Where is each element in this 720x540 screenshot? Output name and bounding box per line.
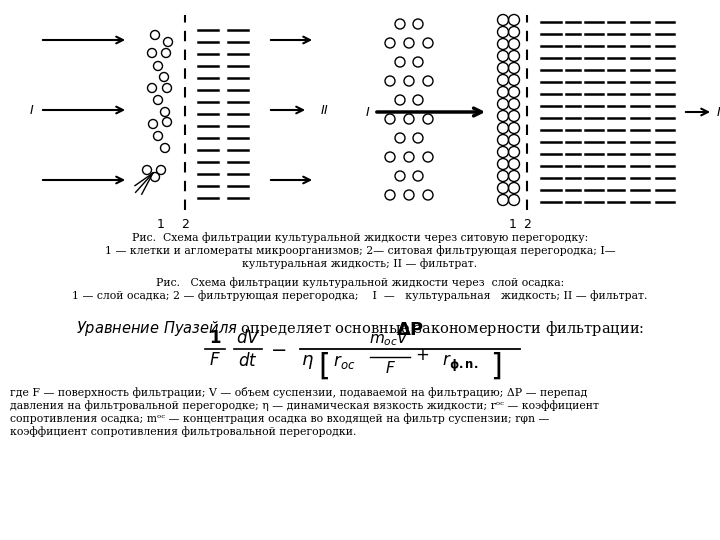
Text: $-$: $-$ xyxy=(270,340,286,358)
Text: $I$: $I$ xyxy=(29,104,34,117)
Text: $\mathbf{\mathit{r}}_{\mathbf{\phi.n.}}$: $\mathbf{\mathit{r}}_{\mathbf{\phi.n.}}$ xyxy=(442,353,478,374)
Text: $II$: $II$ xyxy=(716,105,720,118)
Text: культуральная жидкость; II — фильтрат.: культуральная жидкость; II — фильтрат. xyxy=(243,258,477,269)
Text: коэффициент сопротивления фильтровальной перегородки.: коэффициент сопротивления фильтровальной… xyxy=(10,426,356,437)
Text: давления на фильтровальной перегородке; η — динамическая вязкость жидкости; rᵒᶜ : давления на фильтровальной перегородке; … xyxy=(10,400,599,411)
Text: $\mathbf{\mathit{r}}_{\mathbf{\mathit{oc}}}$: $\mathbf{\mathit{r}}_{\mathbf{\mathit{oc… xyxy=(333,353,355,371)
Text: $\mathbf{\mathit{Уравнение\ Пуазейля}}$ определяет основные закономерности фильт: $\mathbf{\mathit{Уравнение\ Пуазейля}}$ … xyxy=(76,319,644,338)
Text: $+$: $+$ xyxy=(415,347,429,363)
Text: $\mathbf{\Delta P}$: $\mathbf{\Delta P}$ xyxy=(396,321,424,339)
Text: Рис.  Схема фильтрации культуральной жидкости через ситовую перегородку:: Рис. Схема фильтрации культуральной жидк… xyxy=(132,232,588,243)
Text: $]$: $]$ xyxy=(490,351,502,382)
Text: $[$: $[$ xyxy=(318,351,328,382)
Text: где F — поверхность фильтрации; V — объем суспензии, подаваемой на фильтрацию; Δ: где F — поверхность фильтрации; V — объе… xyxy=(10,387,588,398)
Text: $II$: $II$ xyxy=(320,104,329,117)
Text: $\mathbf{\mathit{F}}$: $\mathbf{\mathit{F}}$ xyxy=(209,352,221,369)
Text: $\mathbf{\mathit{dV}}$: $\mathbf{\mathit{dV}}$ xyxy=(235,329,261,347)
Text: $2$: $2$ xyxy=(523,218,531,231)
Text: $\mathbf{\mathit{F}}$: $\mathbf{\mathit{F}}$ xyxy=(384,360,395,376)
Text: $2$: $2$ xyxy=(181,218,189,231)
Text: $\mathbf{\mathit{\eta}}$: $\mathbf{\mathit{\eta}}$ xyxy=(300,353,313,371)
Text: $\mathbf{\mathit{dt}}$: $\mathbf{\mathit{dt}}$ xyxy=(238,352,258,370)
Text: $\mathbf{1}$: $\mathbf{1}$ xyxy=(209,330,221,347)
Text: Рис.   Схема фильтрации культуральной жидкости через  слой осадка:: Рис. Схема фильтрации культуральной жидк… xyxy=(156,278,564,288)
Text: 1 — слой осадка; 2 — фильтрующая перегородка;    I  —   культуральная   жидкость: 1 — слой осадка; 2 — фильтрующая перегор… xyxy=(72,291,648,301)
Text: 1 — клетки и агломераты микроорганизмов; 2— ситовая фильтрующая перегородка; I—: 1 — клетки и агломераты микроорганизмов;… xyxy=(104,245,616,256)
Text: $I$: $I$ xyxy=(364,105,370,118)
Text: сопротивления осадка; mᵒᶜ — концентрация осадка во входящей на фильтр суспензии;: сопротивления осадка; mᵒᶜ — концентрация… xyxy=(10,413,553,424)
Text: $1$: $1$ xyxy=(508,218,516,231)
Text: $\mathbf{\mathit{m_{oc}V}}$: $\mathbf{\mathit{m_{oc}V}}$ xyxy=(369,329,410,348)
Text: $1$: $1$ xyxy=(156,218,164,231)
